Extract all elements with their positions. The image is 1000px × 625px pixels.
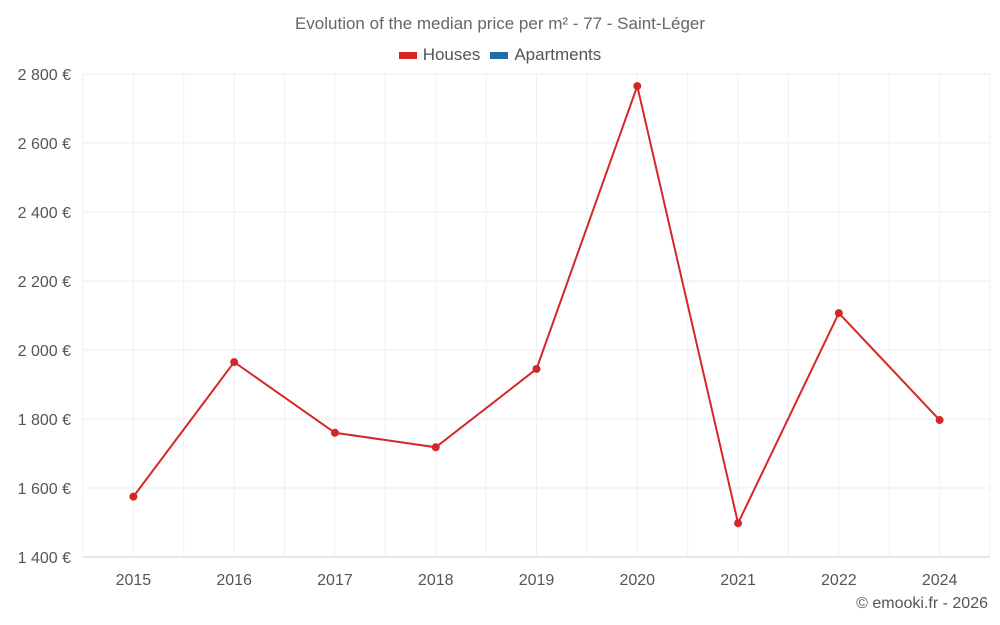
legend-swatch-apartments — [490, 51, 509, 59]
legend-item-houses[interactable]: Houses — [398, 45, 481, 65]
x-tick-label: 2022 — [821, 572, 857, 589]
data-point-houses — [330, 428, 339, 437]
legend-item-apartments[interactable]: Apartments — [490, 45, 601, 65]
x-tick-label: 2015 — [116, 572, 152, 589]
data-point-houses — [532, 364, 541, 373]
y-tick-label: 2 200 € — [18, 274, 71, 291]
data-point-houses — [935, 416, 944, 425]
legend-label-apartments: Apartments — [514, 45, 602, 64]
x-tick-label: 2016 — [216, 572, 252, 589]
chart-title: Evolution of the median price per m² - 7… — [294, 14, 706, 33]
x-tick-label: 2021 — [720, 572, 756, 589]
data-point-houses — [129, 492, 138, 501]
credit-text: © emooki.fr - 2026 — [856, 595, 988, 612]
x-tick-label: 2020 — [619, 572, 655, 589]
legend-label-houses: Houses — [422, 45, 481, 64]
data-point-houses — [431, 443, 440, 452]
y-tick-label: 1 800 € — [18, 412, 71, 429]
y-tick-label: 1 400 € — [18, 550, 71, 567]
data-point-houses — [834, 309, 843, 318]
legend-swatch-houses — [398, 51, 417, 59]
legend: Houses Apartments — [0, 45, 1000, 65]
x-tick-label: 2017 — [317, 572, 353, 589]
x-tick-label: 2018 — [418, 572, 454, 589]
y-tick-label: 2 400 € — [18, 205, 71, 222]
y-tick-label: 2 000 € — [18, 343, 71, 360]
data-point-houses — [734, 519, 743, 528]
y-tick-label: 2 600 € — [18, 136, 71, 153]
data-point-houses — [633, 82, 642, 91]
x-tick-label: 2024 — [922, 572, 958, 589]
x-tick-label: 2019 — [519, 572, 555, 589]
y-tick-label: 2 800 € — [18, 67, 71, 84]
data-point-houses — [230, 358, 239, 367]
y-tick-label: 1 600 € — [18, 481, 71, 498]
